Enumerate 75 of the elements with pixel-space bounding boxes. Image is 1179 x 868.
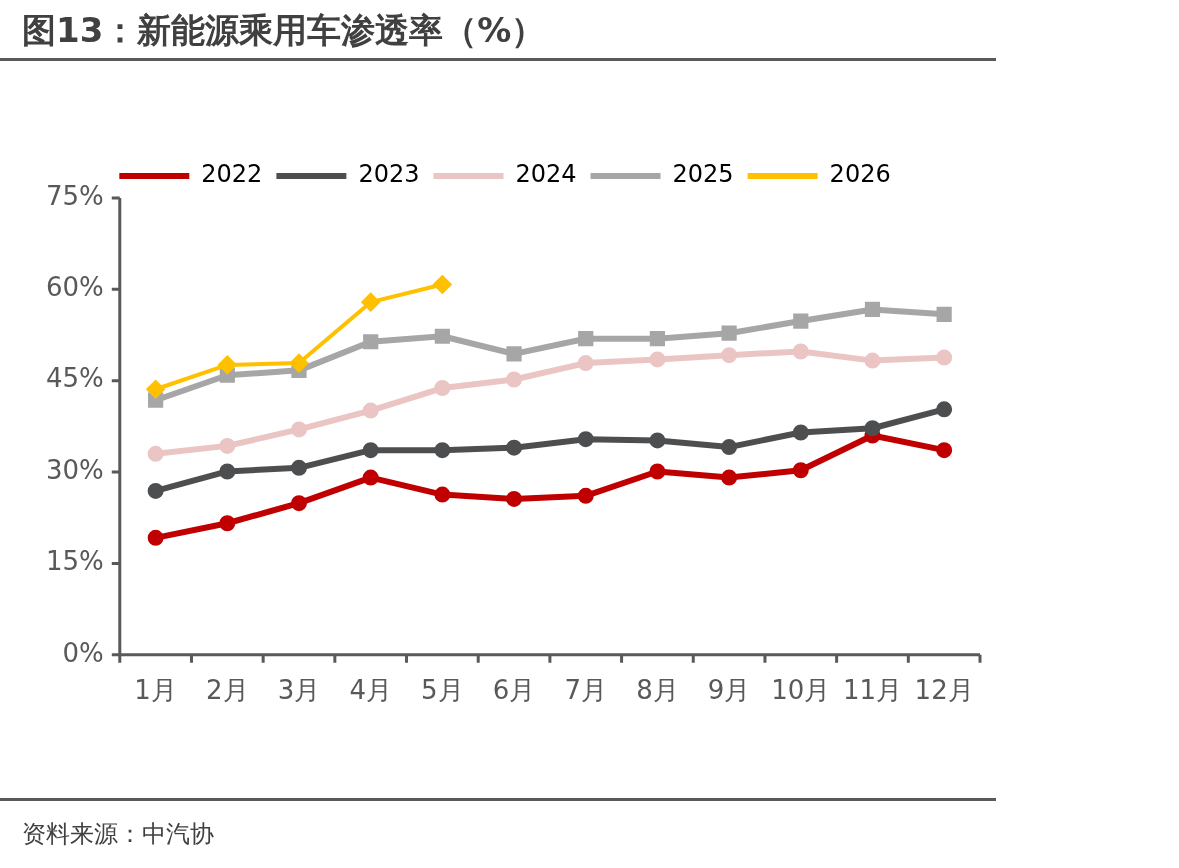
point [577,355,594,372]
point [219,437,236,454]
x-tick-label: 3月 [277,675,321,706]
x-tick-label: 2月 [206,675,249,706]
y-tick-label: 0% [62,637,104,668]
legend-label: 2023 [358,160,420,189]
y-tick-label: 30% [45,454,104,485]
point [721,469,738,486]
legend-label: 2022 [201,160,263,189]
x-tick-label: 6月 [492,675,536,706]
point [721,347,738,364]
text: 资料来源：中汽协 [22,819,214,850]
point [936,306,952,322]
point [219,463,236,480]
legend-label: 2025 [672,160,734,189]
point [363,334,379,350]
point [434,442,451,459]
point [649,331,666,347]
point [362,469,379,486]
point [649,463,666,480]
point [506,439,523,456]
point [434,486,451,503]
point [291,495,307,512]
point [936,349,953,366]
point [792,462,809,479]
legend-label: 2026 [829,160,891,189]
point [291,459,307,476]
point [146,380,165,399]
x-tick-label: 12月 [914,675,974,706]
point [649,351,666,368]
point [434,380,451,397]
point [792,424,809,441]
point [291,421,307,438]
point [577,431,594,448]
x-tick-label: 7月 [564,675,608,706]
x-tick-label: 10月 [771,675,831,706]
point [793,313,809,329]
point [864,301,881,318]
point [361,293,380,312]
x-tick-label: 9月 [707,675,751,706]
y-tick-label: 75% [45,180,104,211]
point [147,529,164,546]
x-tick-label: 5月 [421,675,464,706]
point [864,352,881,369]
point [147,445,164,462]
point [721,325,737,341]
point [362,402,379,419]
point [578,331,594,347]
point [577,487,594,504]
point [792,343,809,360]
point [721,439,738,456]
point [506,346,522,362]
point [147,482,164,499]
x-tick-label: 1月 [134,675,177,706]
point [936,442,953,459]
point [936,401,953,418]
point [290,354,308,373]
y-tick-label: 45% [45,363,104,394]
point [649,432,666,449]
point [148,392,164,408]
point [218,355,237,374]
point [434,328,450,344]
point [506,371,523,388]
x-tick-label: 11月 [842,675,903,706]
legend-label: 2024 [515,160,577,189]
point [864,420,881,437]
y-tick-label: 60% [45,272,104,303]
point [433,275,452,294]
x-tick-label: 4月 [349,675,392,706]
point [362,442,379,459]
chart-title: 图13：新能源乘用车渗透率（%） [22,9,546,52]
x-tick-label: 8月 [636,675,679,706]
point [506,490,523,507]
point [219,515,236,532]
y-tick-label: 15% [45,546,104,577]
